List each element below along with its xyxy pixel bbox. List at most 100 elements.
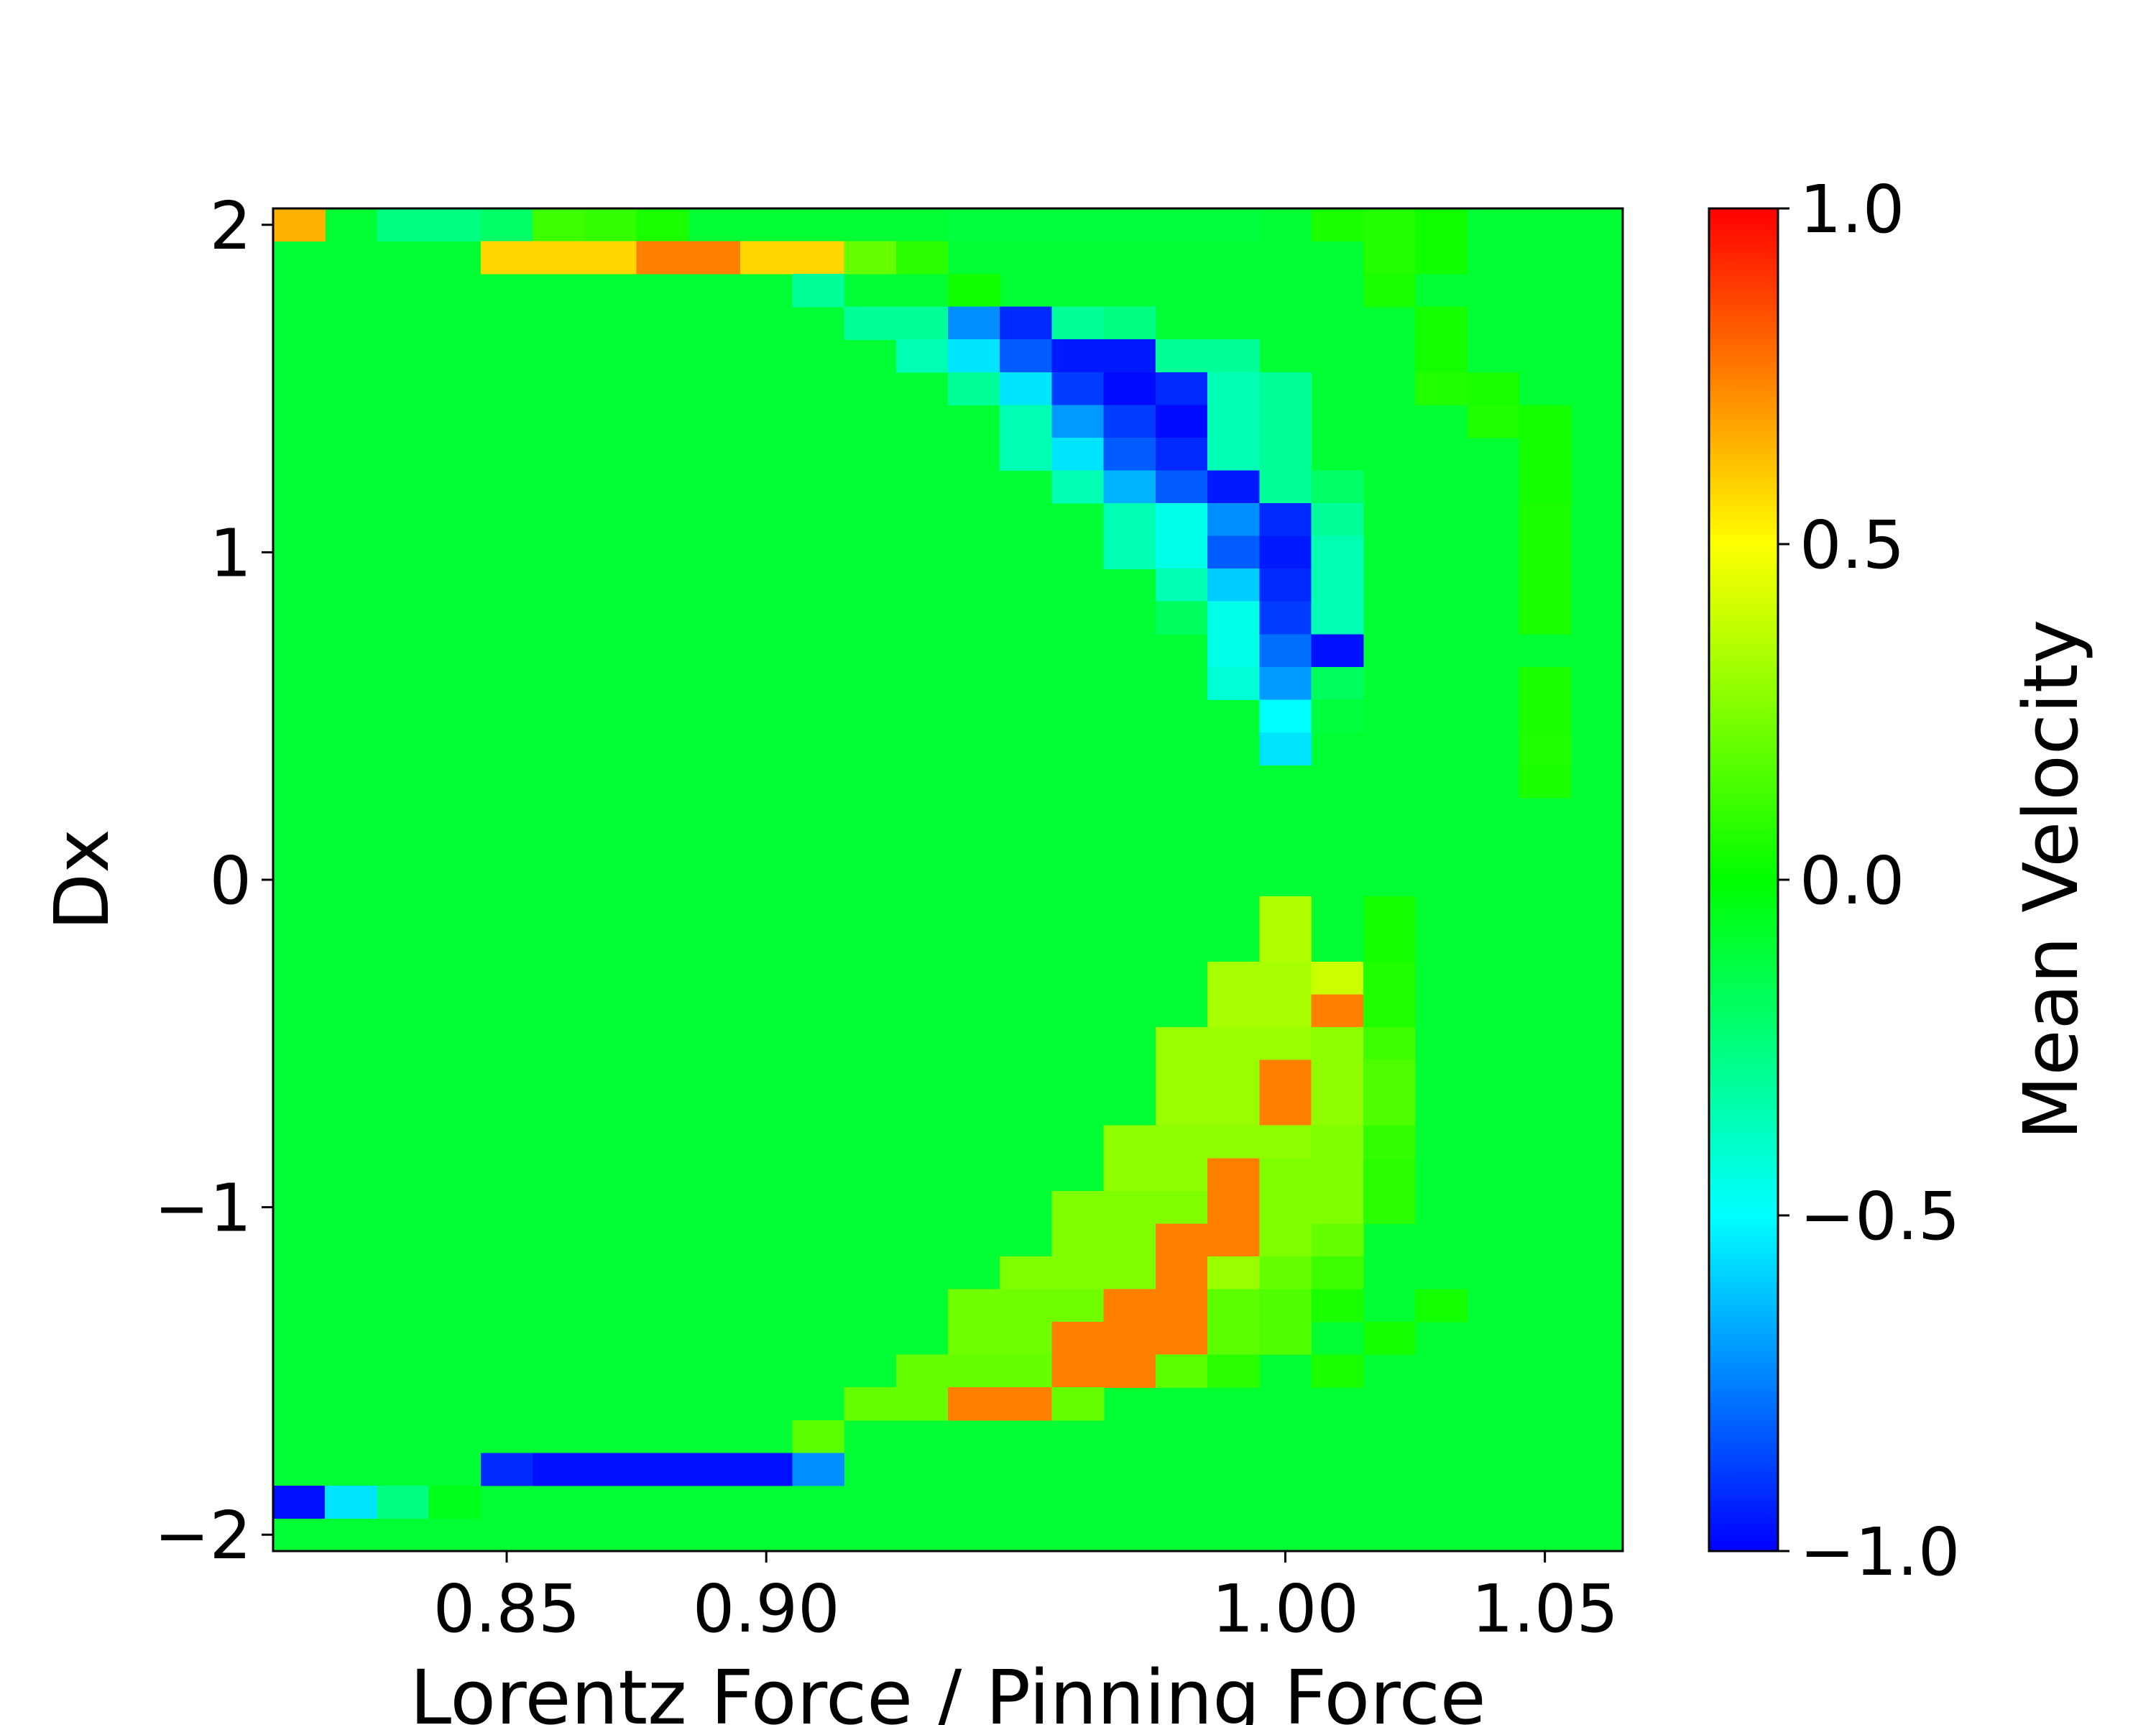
y-tick-label: 0	[209, 842, 252, 919]
heatmap-cell	[1155, 470, 1208, 504]
heatmap-cell	[948, 1322, 1000, 1356]
heatmap-cell	[1311, 470, 1364, 504]
heatmap-cell	[1363, 1059, 1416, 1093]
heatmap-cell	[1051, 1289, 1105, 1322]
plot-area	[272, 207, 1624, 1552]
heatmap-cell	[1519, 437, 1572, 472]
heatmap-cell	[1207, 994, 1260, 1028]
heatmap-cell	[1051, 339, 1105, 373]
heatmap-cell	[1259, 994, 1312, 1028]
heatmap-cell	[1311, 1223, 1364, 1257]
heatmap-cell	[1000, 372, 1053, 405]
heatmap-cell	[1000, 1322, 1053, 1356]
colorbar-ticks: 1.0 0.5 0.0 −0.5 −1.0	[1778, 171, 1960, 1591]
heatmap-cell	[1155, 1322, 1208, 1356]
heatmap-cell	[844, 241, 897, 275]
heatmap-cell	[1207, 1256, 1260, 1290]
heatmap-cell	[1311, 1027, 1364, 1061]
colorbar-tick-label: 0.0	[1800, 842, 1904, 919]
heatmap-cell	[1259, 929, 1312, 962]
colorbar-tick-label: −1.0	[1800, 1514, 1960, 1591]
heatmap-cell	[1363, 929, 1416, 962]
heatmap-cell	[1363, 1027, 1416, 1061]
y-tick-label: −1	[154, 1170, 252, 1247]
heatmap-cell	[1311, 961, 1364, 995]
heatmap-cell	[1311, 1354, 1364, 1388]
colorbar: 1.0 0.5 0.0 −0.5 −1.0 Mean Velocity	[1708, 171, 2095, 1591]
heatmap-cell	[1051, 1387, 1105, 1421]
heatmap-cell	[1259, 437, 1312, 472]
heatmap-cell	[1259, 1125, 1312, 1159]
heatmap-cell	[948, 274, 1000, 308]
heatmap-cell	[1155, 601, 1208, 635]
heatmap-cell	[1415, 306, 1468, 340]
heatmap-cell	[1000, 306, 1053, 340]
heatmap-cell	[1051, 208, 1105, 242]
heatmap-cell	[1103, 1158, 1156, 1192]
heatmap-cell	[895, 339, 949, 373]
heatmap-cell	[1311, 994, 1364, 1028]
heatmap-cell	[948, 1387, 1000, 1421]
heatmap-cell	[1155, 1158, 1208, 1192]
heatmap-cell	[1051, 372, 1105, 405]
heatmap-cell	[1207, 535, 1260, 569]
heatmap-cell	[1363, 1190, 1416, 1224]
heatmap-cell	[1103, 503, 1156, 537]
heatmap-cell	[1363, 1092, 1416, 1126]
heatmap-cell	[1207, 208, 1260, 242]
heatmap-cell	[1051, 405, 1105, 438]
heatmap-cell	[1000, 437, 1053, 472]
heatmap-cell	[1311, 569, 1364, 602]
heatmap-cell	[1311, 1190, 1364, 1224]
heatmap-cell	[1051, 1354, 1105, 1388]
heatmap-cell	[1155, 535, 1208, 569]
heatmap-cell	[1155, 405, 1208, 438]
heatmap-cell	[1207, 1289, 1260, 1322]
heatmap-cell	[1363, 896, 1416, 929]
heatmap-cell	[1155, 437, 1208, 472]
heatmap-cell	[1259, 699, 1312, 733]
heatmap-cell	[584, 241, 637, 275]
heatmap-cell	[1103, 1256, 1156, 1290]
heatmap-cell	[844, 1387, 897, 1421]
heatmap-cell	[1311, 208, 1364, 242]
heatmap-cell	[325, 1485, 378, 1519]
heatmap-cell	[1311, 535, 1364, 569]
heatmap-cell	[1051, 437, 1105, 472]
heatmap-cell	[792, 241, 845, 275]
heatmap-cell	[1415, 208, 1468, 242]
heatmap-cell	[1519, 666, 1572, 701]
heatmap-cell	[1311, 1158, 1364, 1192]
heatmap-cell	[1363, 961, 1416, 995]
heatmap-cell	[1000, 405, 1053, 438]
heatmap-cell	[1000, 1387, 1053, 1421]
heatmap-cell	[1415, 241, 1468, 275]
colorbar-title: Mean Velocity	[2007, 620, 2095, 1140]
heatmap-cell	[1363, 994, 1416, 1028]
heatmap-cell	[1519, 765, 1572, 799]
heatmap-cell	[1519, 699, 1572, 733]
heatmap-cell	[480, 241, 533, 275]
heatmap-cell	[1155, 1092, 1208, 1126]
heatmap-cell	[688, 241, 741, 275]
x-tick-label: 1.00	[1212, 1570, 1359, 1647]
heatmap-cell	[895, 241, 949, 275]
heatmap-cell	[948, 1289, 1000, 1322]
heatmap-cell	[1103, 208, 1156, 242]
heatmap-cell	[1311, 601, 1364, 635]
heatmap-cell	[1103, 372, 1156, 405]
heatmap-cell	[1363, 1322, 1416, 1356]
heatmap-cell	[1155, 1223, 1208, 1257]
heatmap-cell	[948, 208, 1000, 242]
heatmap-cell	[1519, 405, 1572, 438]
heatmap-cell	[1051, 1256, 1105, 1290]
heatmap-cell	[1000, 208, 1053, 242]
heatmap-cell	[1311, 666, 1364, 701]
heatmap-cell	[1155, 1354, 1208, 1388]
heatmap-cell	[1207, 666, 1260, 701]
heatmap-cell	[844, 306, 897, 340]
heatmap-cell	[1467, 405, 1520, 438]
heatmap-cell	[740, 1453, 793, 1486]
heatmap-cell	[428, 1485, 482, 1519]
